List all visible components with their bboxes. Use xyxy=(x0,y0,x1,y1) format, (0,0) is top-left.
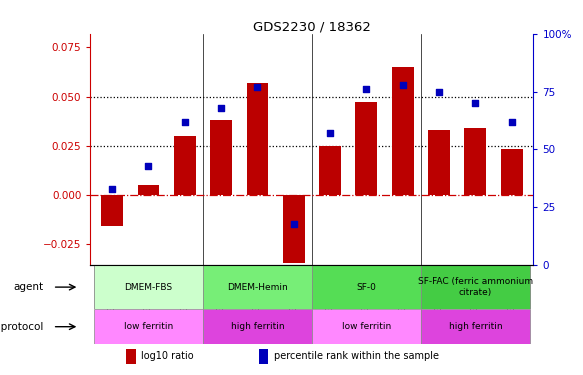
Text: SF-0: SF-0 xyxy=(356,283,376,292)
Bar xyxy=(312,309,421,344)
Point xyxy=(325,130,335,136)
Point xyxy=(107,186,117,192)
Bar xyxy=(501,150,522,195)
Text: high ferritin: high ferritin xyxy=(231,322,285,331)
Text: SF-FAC (ferric ammonium
citrate): SF-FAC (ferric ammonium citrate) xyxy=(418,278,533,297)
Bar xyxy=(312,265,348,309)
Bar xyxy=(203,309,312,344)
Bar xyxy=(392,67,413,195)
Point xyxy=(180,119,189,125)
Text: low ferritin: low ferritin xyxy=(124,322,173,331)
Text: log10 ratio: log10 ratio xyxy=(141,351,194,361)
Bar xyxy=(421,265,530,309)
Bar xyxy=(356,102,377,195)
Bar xyxy=(421,309,530,344)
Bar xyxy=(126,349,136,364)
Bar xyxy=(348,265,385,309)
Bar xyxy=(493,265,530,309)
Bar xyxy=(465,128,486,195)
Point xyxy=(144,163,153,169)
Point xyxy=(289,220,298,226)
Text: percentile rank within the sample: percentile rank within the sample xyxy=(274,351,439,361)
Bar xyxy=(319,146,341,195)
Bar xyxy=(131,265,167,309)
Bar xyxy=(138,185,159,195)
Bar xyxy=(247,83,268,195)
Bar xyxy=(203,265,239,309)
Bar xyxy=(385,265,421,309)
Text: high ferritin: high ferritin xyxy=(448,322,502,331)
Bar xyxy=(94,265,203,309)
Point xyxy=(253,84,262,90)
Text: DMEM-FBS: DMEM-FBS xyxy=(124,283,173,292)
Bar xyxy=(101,195,123,226)
Bar xyxy=(421,265,457,309)
Text: low ferritin: low ferritin xyxy=(342,322,391,331)
Bar xyxy=(276,265,312,309)
Bar xyxy=(259,349,269,364)
Point xyxy=(398,82,408,88)
Point xyxy=(361,86,371,92)
Point xyxy=(470,100,480,106)
Bar xyxy=(174,136,196,195)
Point xyxy=(216,105,226,111)
Bar xyxy=(210,120,232,195)
Bar xyxy=(239,265,276,309)
Bar xyxy=(94,309,203,344)
Bar xyxy=(167,265,203,309)
Title: GDS2230 / 18362: GDS2230 / 18362 xyxy=(253,21,371,34)
Bar xyxy=(283,195,305,263)
Point xyxy=(507,119,517,125)
Text: DMEM-Hemin: DMEM-Hemin xyxy=(227,283,288,292)
Bar xyxy=(312,265,421,309)
Bar xyxy=(203,265,312,309)
Text: agent: agent xyxy=(14,282,44,292)
Text: growth protocol: growth protocol xyxy=(0,322,44,332)
Point xyxy=(434,88,444,94)
Bar xyxy=(94,265,131,309)
Bar xyxy=(457,265,493,309)
Bar xyxy=(428,130,450,195)
